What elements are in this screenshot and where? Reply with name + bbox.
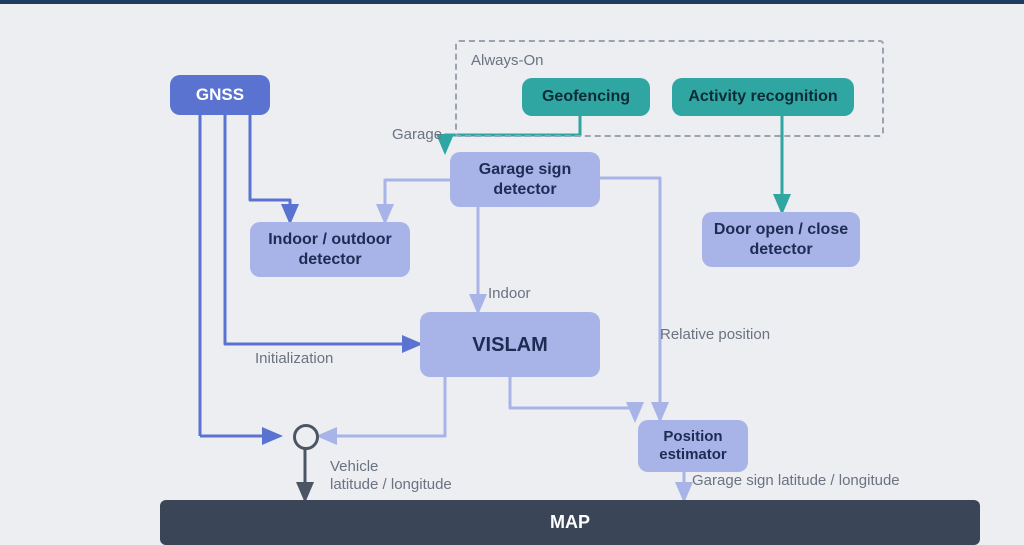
garage-latlon-label: Garage sign latitude / longitude [692, 472, 900, 489]
garage-detector-node: Garage sign detector [450, 152, 600, 207]
garage-label: Garage [392, 126, 442, 143]
always-on-label: Always-On [471, 52, 544, 69]
indoor-detector-node: Indoor / outdoor detector [250, 222, 410, 277]
indoor-label: Indoor [488, 285, 531, 302]
initialization-label: Initialization [255, 350, 333, 367]
edge-gnss-indoor [250, 115, 290, 222]
edge-garage-posest [600, 178, 660, 420]
door-detector-node: Door open / close detector [702, 212, 860, 267]
activity-node: Activity recognition [672, 78, 854, 116]
map-node: MAP [160, 500, 980, 545]
junction-circle [293, 424, 319, 450]
edge-vislam-posest [510, 377, 635, 420]
vehicle-latlon-label: Vehicle latitude / longitude [330, 458, 452, 494]
relative-position-label: Relative position [660, 326, 770, 343]
geofencing-node: Geofencing [522, 78, 650, 116]
position-estimator-node: Position estimator [638, 420, 748, 472]
vislam-node: VISLAM [420, 312, 600, 377]
edge-vislam-circle [319, 377, 445, 436]
gnss-node: GNSS [170, 75, 270, 115]
edge-garage-indoor [385, 180, 450, 222]
